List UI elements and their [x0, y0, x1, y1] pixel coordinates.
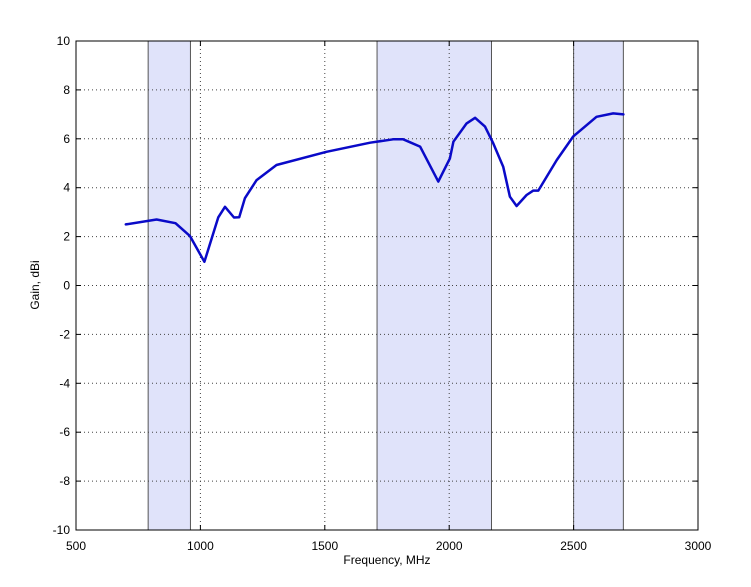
- y-tick-label: 2: [63, 230, 70, 244]
- y-tick-label: -4: [59, 376, 70, 390]
- x-tick-label: 500: [66, 539, 86, 553]
- y-tick-label: 6: [63, 132, 70, 146]
- y-tick-label: 8: [63, 83, 70, 97]
- gain-curve: [124, 112, 625, 264]
- shaded-band-0: [147, 40, 191, 531]
- y-tick-label: 10: [57, 34, 71, 48]
- y-tick-label: -6: [59, 425, 70, 439]
- grid: [76, 41, 698, 530]
- y-tick-label: 4: [63, 181, 70, 195]
- y-tick-label: -2: [59, 327, 70, 341]
- y-tick-label: -10: [53, 523, 71, 537]
- x-tick-label: 1000: [187, 539, 214, 553]
- x-tick-label: 3000: [685, 539, 712, 553]
- shaded-band-1: [376, 40, 492, 531]
- x-axis-label: Frequency, MHz: [343, 553, 430, 567]
- y-axis-label: Gain, dBi: [28, 260, 42, 309]
- y-tick-label: 0: [63, 279, 70, 293]
- x-tick-label: 1500: [311, 539, 338, 553]
- x-tick-label: 2000: [436, 539, 463, 553]
- ticks: 500 1000 1500 2000 2500 3000 -10 -8 -6 -4 -2 0 2 4 6 8 1…: [53, 34, 712, 553]
- y-tick-label: -8: [59, 474, 70, 488]
- x-tick-label: 2500: [560, 539, 587, 553]
